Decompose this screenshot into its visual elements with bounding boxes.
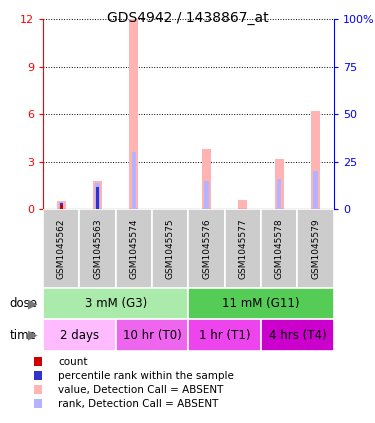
Text: GDS4942 / 1438867_at: GDS4942 / 1438867_at (106, 11, 268, 25)
Text: 4 hrs (T4): 4 hrs (T4) (268, 329, 326, 342)
Bar (129, 19, 138, 209)
Text: GSM1045578: GSM1045578 (275, 218, 284, 279)
Text: GSM1045576: GSM1045576 (202, 218, 211, 279)
Text: rank, Detection Call = ABSENT: rank, Detection Call = ABSENT (58, 398, 219, 409)
Bar (95, 183, 100, 209)
Bar (116, 209, 152, 288)
Bar (225, 209, 261, 288)
Text: count: count (58, 357, 88, 367)
Bar (311, 111, 320, 209)
Text: percentile rank within the sample: percentile rank within the sample (58, 371, 234, 381)
Bar (43, 288, 188, 319)
Bar (297, 209, 334, 288)
Bar (59, 202, 63, 209)
Text: GSM1045577: GSM1045577 (238, 218, 248, 279)
Bar (202, 149, 211, 209)
Bar (204, 181, 209, 209)
Bar (188, 319, 261, 351)
Bar (261, 319, 334, 351)
Bar (43, 319, 116, 351)
Bar (116, 319, 188, 351)
Text: time: time (9, 329, 36, 342)
Text: ▶: ▶ (28, 329, 38, 342)
Text: GSM1045579: GSM1045579 (311, 218, 320, 279)
Bar (188, 288, 334, 319)
Bar (261, 209, 297, 288)
Bar (96, 187, 99, 209)
Bar (60, 205, 63, 209)
Bar (238, 200, 248, 209)
Text: GSM1045574: GSM1045574 (129, 218, 138, 279)
Bar (275, 159, 284, 209)
Bar (43, 209, 80, 288)
Text: 11 mM (G11): 11 mM (G11) (222, 297, 300, 310)
Bar (314, 171, 318, 209)
Text: GSM1045575: GSM1045575 (166, 218, 175, 279)
Bar (188, 209, 225, 288)
Bar (60, 203, 63, 209)
Text: 10 hr (T0): 10 hr (T0) (123, 329, 182, 342)
Text: value, Detection Call = ABSENT: value, Detection Call = ABSENT (58, 385, 223, 395)
Text: ▶: ▶ (28, 297, 38, 310)
Bar (152, 209, 188, 288)
Text: 1 hr (T1): 1 hr (T1) (199, 329, 250, 342)
Text: 3 mM (G3): 3 mM (G3) (85, 297, 147, 310)
Bar (132, 152, 136, 209)
Text: dose: dose (9, 297, 38, 310)
Bar (80, 209, 116, 288)
Text: 2 days: 2 days (60, 329, 99, 342)
Bar (57, 201, 66, 209)
Bar (277, 179, 281, 209)
Bar (93, 181, 102, 209)
Text: GSM1045563: GSM1045563 (93, 218, 102, 279)
Text: GSM1045562: GSM1045562 (57, 218, 66, 279)
